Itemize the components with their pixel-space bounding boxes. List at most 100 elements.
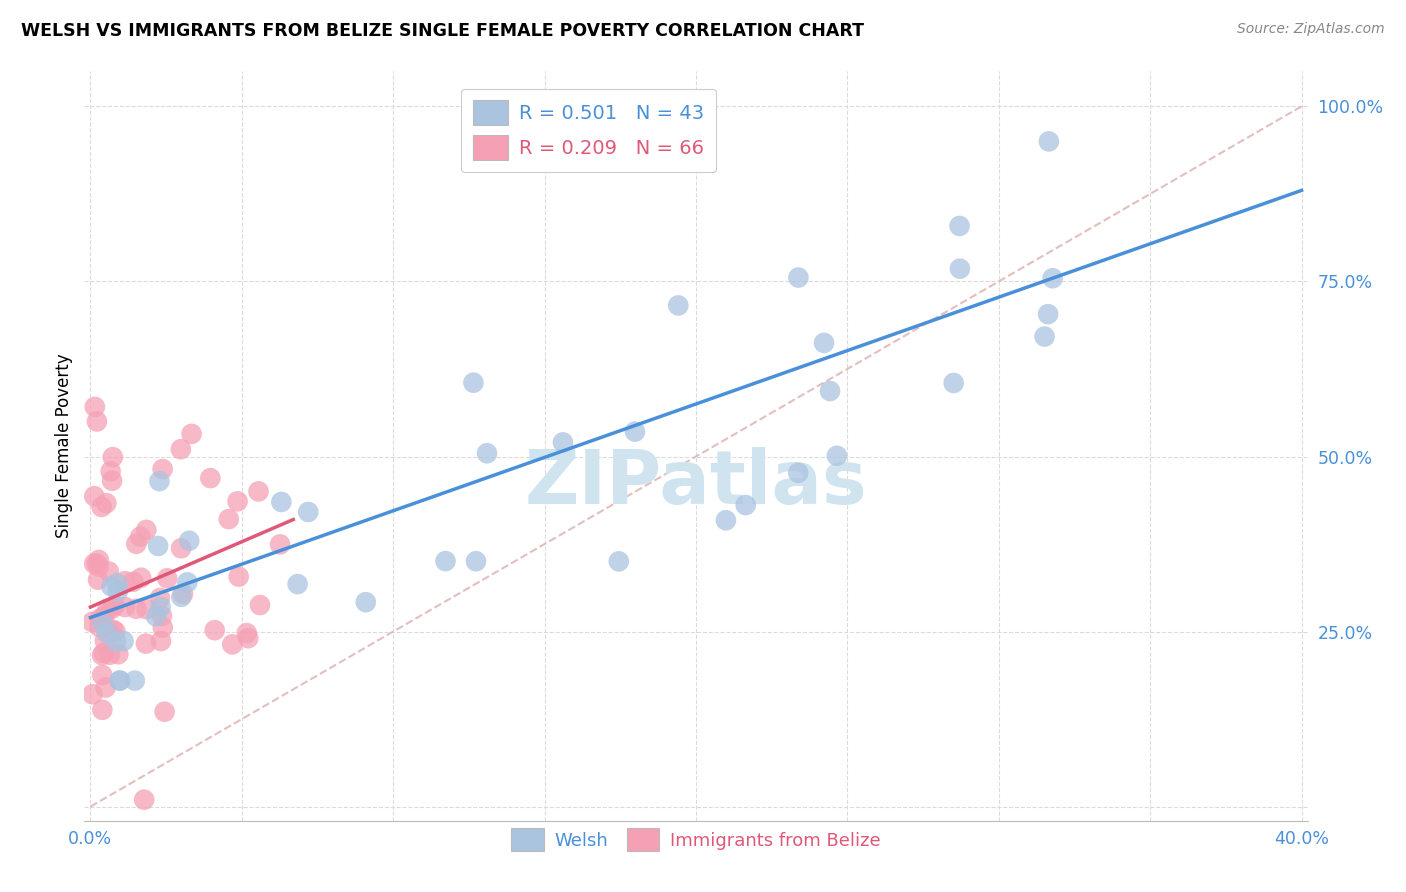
Point bbox=[93, 646, 115, 660]
Y-axis label: Single Female Poverty: Single Female Poverty bbox=[55, 354, 73, 538]
Point bbox=[787, 270, 810, 285]
Point bbox=[149, 634, 172, 648]
Point bbox=[93, 609, 115, 624]
Point bbox=[101, 450, 124, 465]
Legend: Welsh, Immigrants from Belize: Welsh, Immigrants from Belize bbox=[502, 819, 890, 860]
Point bbox=[83, 489, 105, 503]
Point bbox=[83, 557, 105, 571]
Point bbox=[100, 464, 122, 478]
Point bbox=[89, 611, 111, 625]
Point bbox=[129, 530, 152, 544]
Point bbox=[297, 505, 319, 519]
Point bbox=[96, 626, 118, 640]
Point bbox=[825, 449, 848, 463]
Point bbox=[170, 590, 193, 604]
Point bbox=[101, 623, 124, 637]
Point bbox=[96, 496, 118, 510]
Point bbox=[91, 668, 114, 682]
Point bbox=[149, 591, 172, 605]
Point bbox=[97, 626, 120, 640]
Point bbox=[129, 571, 152, 585]
Point bbox=[122, 574, 145, 589]
Point bbox=[149, 599, 172, 614]
Point bbox=[179, 533, 201, 548]
Point bbox=[83, 400, 105, 414]
Point bbox=[354, 595, 377, 609]
Point bbox=[108, 673, 131, 688]
Point bbox=[82, 687, 104, 701]
Point bbox=[270, 495, 292, 509]
Point bbox=[787, 466, 810, 480]
Point bbox=[465, 554, 488, 568]
Point bbox=[125, 602, 148, 616]
Point bbox=[170, 442, 193, 457]
Point bbox=[107, 647, 129, 661]
Point bbox=[180, 426, 202, 441]
Point bbox=[150, 608, 173, 623]
Point bbox=[87, 553, 110, 567]
Point bbox=[135, 523, 157, 537]
Point bbox=[624, 425, 647, 439]
Point bbox=[434, 554, 457, 568]
Text: Source: ZipAtlas.com: Source: ZipAtlas.com bbox=[1237, 22, 1385, 37]
Point bbox=[82, 615, 104, 629]
Point bbox=[104, 599, 127, 613]
Point bbox=[91, 703, 114, 717]
Point bbox=[134, 792, 156, 806]
Point bbox=[87, 559, 110, 574]
Point bbox=[607, 554, 630, 568]
Point bbox=[949, 261, 972, 276]
Point bbox=[105, 576, 128, 591]
Point bbox=[228, 569, 250, 583]
Point bbox=[105, 634, 128, 648]
Point bbox=[112, 634, 135, 648]
Point bbox=[269, 537, 291, 551]
Text: WELSH VS IMMIGRANTS FROM BELIZE SINGLE FEMALE POVERTY CORRELATION CHART: WELSH VS IMMIGRANTS FROM BELIZE SINGLE F… bbox=[21, 22, 865, 40]
Point bbox=[247, 484, 270, 499]
Point bbox=[146, 539, 169, 553]
Point bbox=[818, 384, 841, 398]
Point bbox=[87, 573, 110, 587]
Point bbox=[89, 620, 111, 634]
Point bbox=[114, 600, 136, 615]
Point bbox=[666, 298, 689, 312]
Point bbox=[135, 637, 157, 651]
Point bbox=[176, 575, 198, 590]
Point bbox=[1038, 135, 1060, 149]
Point bbox=[204, 623, 226, 637]
Point bbox=[156, 571, 179, 585]
Point bbox=[86, 415, 108, 429]
Point bbox=[135, 602, 157, 616]
Point bbox=[98, 648, 121, 662]
Point bbox=[145, 609, 167, 624]
Point bbox=[90, 500, 112, 514]
Point bbox=[101, 601, 124, 615]
Point bbox=[152, 621, 174, 635]
Point bbox=[475, 446, 498, 460]
Point bbox=[1042, 271, 1064, 285]
Point bbox=[97, 565, 120, 579]
Point bbox=[813, 335, 835, 350]
Point bbox=[235, 626, 257, 640]
Point bbox=[114, 574, 136, 589]
Point bbox=[200, 471, 222, 485]
Point bbox=[91, 648, 114, 662]
Point bbox=[218, 512, 240, 526]
Point bbox=[125, 537, 148, 551]
Point bbox=[249, 598, 271, 612]
Point bbox=[463, 376, 485, 390]
Point bbox=[152, 462, 174, 476]
Point bbox=[96, 601, 118, 615]
Point bbox=[1036, 307, 1059, 321]
Point bbox=[100, 579, 122, 593]
Point bbox=[942, 376, 965, 390]
Point bbox=[91, 617, 114, 632]
Text: ZIPatlas: ZIPatlas bbox=[524, 447, 868, 520]
Point bbox=[108, 673, 131, 688]
Point bbox=[551, 435, 574, 450]
Point bbox=[238, 631, 260, 645]
Point bbox=[221, 637, 243, 651]
Point bbox=[153, 705, 176, 719]
Point bbox=[148, 474, 170, 488]
Point bbox=[86, 557, 108, 571]
